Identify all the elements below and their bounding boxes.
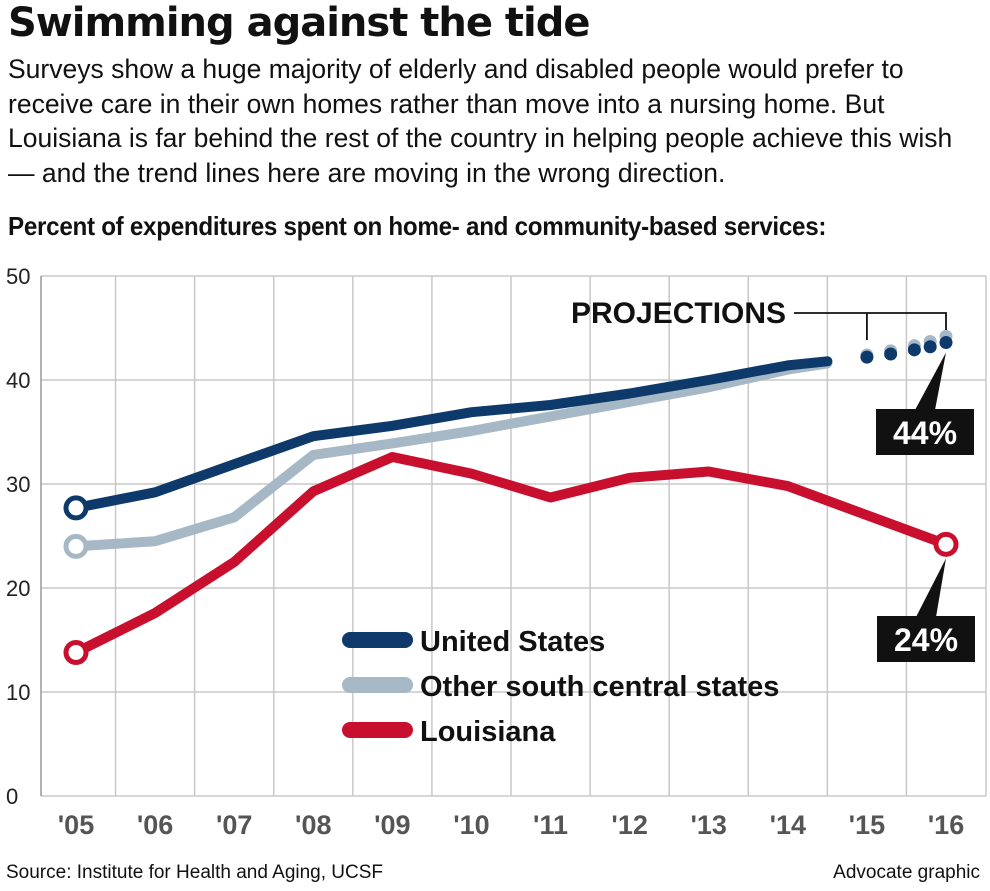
annotations: PROJECTIONS 44% 24%	[571, 297, 975, 662]
callout-la-label: 24%	[894, 622, 958, 658]
callout-us-pointer	[915, 352, 946, 410]
axis-ticks: 0 10 20 30 40 50 '05 '06 '07 '08 '09 '10 '11 '12 '13 '1…	[6, 264, 964, 840]
y-tick-label: 40	[6, 368, 30, 393]
x-tick-label: '08	[295, 810, 331, 840]
projection-point-us	[860, 350, 874, 364]
x-tick-label: '05	[58, 810, 94, 840]
projections-bracket	[794, 312, 947, 330]
y-tick-label: 20	[6, 576, 30, 601]
x-tick-label: '06	[137, 810, 173, 840]
legend-label-us: United States	[420, 626, 605, 658]
projection-point-us	[907, 343, 921, 357]
y-tick-label: 10	[6, 680, 30, 705]
callout-la-box	[877, 616, 975, 662]
chart-subtitle: Surveys show a huge majority of elderly …	[8, 54, 953, 188]
x-tick-label: '14	[770, 810, 806, 840]
x-tick-label: '16	[928, 810, 964, 840]
legend: United States Other south central states L…	[342, 626, 779, 748]
callout-us-box	[876, 409, 974, 455]
x-tick-label: '15	[849, 810, 885, 840]
legend-label-la: Louisiana	[420, 716, 556, 748]
series-line-us	[71, 356, 833, 513]
line-chart: 0 10 20 30 40 50 '05 '06 '07 '08 '09 '10 '11 '12 '13 '1…	[6, 264, 987, 840]
chart-heading: Percent of expenditures spent on home- a…	[8, 211, 827, 241]
start-point-us	[63, 495, 89, 521]
projection-point-us	[923, 340, 937, 354]
x-tick-label: '10	[453, 810, 489, 840]
x-tick-label: '13	[691, 810, 727, 840]
start-point-la	[63, 639, 89, 665]
projection-point-us	[884, 347, 898, 361]
credit-note: Advocate graphic	[833, 862, 980, 883]
callout-us-label: 44%	[893, 415, 957, 451]
x-tick-label: '11	[533, 810, 568, 840]
start-point-sc	[63, 533, 89, 559]
chart-title: Swimming against the tide	[8, 0, 590, 46]
end-point-la	[933, 531, 959, 557]
y-tick-label: 50	[6, 264, 30, 289]
callout-la-pointer	[916, 558, 946, 617]
y-tick-label: 0	[6, 784, 18, 809]
x-tick-label: '12	[611, 810, 647, 840]
legend-label-sc: Other south central states	[420, 671, 779, 703]
series-line-la	[71, 452, 951, 658]
source-note: Source: Institute for Health and Aging, …	[6, 862, 384, 883]
series-group	[63, 329, 959, 665]
projections-label: PROJECTIONS	[571, 297, 786, 330]
projection-point-us	[939, 336, 953, 350]
series-line-sc	[71, 358, 833, 552]
x-tick-label: '07	[216, 810, 252, 840]
x-tick-label: '09	[374, 810, 410, 840]
y-tick-label: 30	[6, 472, 30, 497]
